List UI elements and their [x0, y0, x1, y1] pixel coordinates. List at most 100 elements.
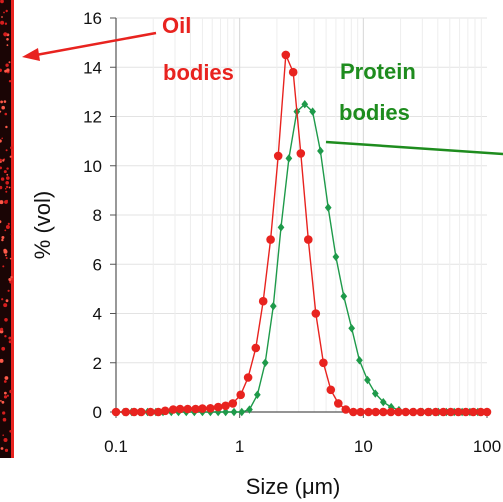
protein-bodies-point — [238, 407, 246, 417]
micrograph-speckle — [0, 447, 4, 450]
protein-bodies-annotation: Protein bodies — [325, 59, 503, 156]
oil-bodies-point — [394, 407, 403, 417]
micrograph-speckle — [1, 298, 4, 301]
oil-bodies-point — [401, 407, 411, 417]
micrograph-speckle — [6, 176, 10, 180]
oil-bodies-point — [121, 407, 131, 417]
micrograph-speckle — [3, 170, 7, 174]
micrograph-speckle — [2, 417, 7, 422]
oil-bodies-point — [288, 67, 298, 77]
y-axis-title: % (vol) — [30, 191, 55, 259]
protein-bodies-point — [348, 324, 356, 333]
micrograph-speckle — [1, 400, 5, 404]
micrograph-speckle — [6, 167, 9, 170]
oil-bodies-point — [281, 50, 291, 60]
x-tick-label: 1 — [235, 437, 244, 456]
micrograph-speckle — [0, 220, 2, 224]
micrograph-speckle — [0, 68, 2, 72]
micrograph-speckle — [3, 438, 8, 442]
y-tick-label: 2 — [93, 354, 102, 373]
protein-bodies-point — [379, 397, 387, 407]
oil-bodies-point — [251, 343, 261, 353]
oil-bodies-point — [364, 407, 373, 417]
oil-bodies-point — [476, 407, 486, 417]
micrograph-speckle — [6, 173, 9, 176]
oil-bodies-point — [168, 405, 178, 414]
y-tick-label: 10 — [83, 157, 102, 176]
oil-label-line2: bodies — [163, 60, 234, 85]
protein-bodies-point — [340, 292, 348, 301]
micrograph-speckle — [8, 336, 12, 340]
micrograph-speckle — [4, 69, 7, 73]
oil-bodies-point — [431, 407, 441, 417]
y-tick-label: 8 — [93, 206, 102, 225]
micrograph-speckle — [9, 389, 13, 394]
micrograph-speckle — [8, 186, 11, 189]
protein-bodies-point — [324, 203, 332, 212]
micrograph-speckle — [3, 303, 8, 308]
micrograph-speckle — [5, 185, 9, 189]
micrograph-speckle — [3, 11, 5, 14]
micrograph-speckle — [2, 411, 6, 415]
micrograph-speckle — [1, 346, 6, 351]
micrograph-strip — [0, 0, 14, 458]
oil-bodies-point — [334, 399, 343, 408]
protein-bodies-series — [112, 99, 491, 417]
x-tick-label: 100 — [473, 437, 501, 456]
micrograph-speckle — [8, 340, 12, 344]
protein-bodies-point — [332, 252, 340, 262]
micrograph-speckle — [6, 44, 9, 47]
micrograph-speckle — [4, 22, 8, 25]
micrograph-speckle — [5, 190, 8, 193]
micrograph-speckle — [4, 376, 9, 380]
protein-bodies-point — [246, 405, 253, 414]
oil-bodies-series — [111, 50, 492, 417]
x-tick-labels: 0.1 1 10 100 — [104, 412, 501, 456]
micrograph-speckle — [4, 335, 7, 338]
oil-bodies-point — [183, 404, 192, 414]
micrograph-speckle — [9, 430, 12, 433]
y-tick-label: 12 — [83, 108, 102, 127]
y-tick-label: 4 — [93, 305, 102, 324]
micrograph-speckle — [0, 139, 2, 143]
micrograph-speckle — [5, 257, 8, 259]
micrograph-speckle — [8, 80, 12, 83]
micrograph-speckle — [5, 299, 9, 303]
micrograph-speckle — [4, 112, 8, 116]
protein-arrow-line — [325, 140, 503, 156]
oil-bodies-point — [469, 407, 478, 417]
micrograph-speckle — [0, 166, 2, 170]
oil-bodies-point — [221, 401, 230, 411]
micrograph-speckle — [0, 110, 2, 113]
oil-bodies-point — [311, 309, 321, 318]
oil-bodies-point — [273, 151, 283, 161]
protein-bodies-point — [269, 301, 277, 311]
x-axis-title: Size (μm) — [246, 474, 341, 499]
micrograph-speckle — [9, 155, 12, 158]
micrograph-speckle — [1, 137, 3, 140]
protein-label-line2: bodies — [339, 100, 410, 125]
protein-bodies-point — [309, 107, 316, 116]
micrograph-speckle — [0, 200, 4, 205]
micrograph-speckle — [0, 358, 4, 363]
oil-bodies-point — [236, 390, 245, 400]
micrograph-speckle — [4, 200, 8, 204]
protein-bodies-point — [214, 407, 222, 417]
micrograph-speckle — [0, 20, 5, 25]
micrograph-speckle — [1, 16, 3, 18]
oil-bodies-point — [111, 407, 121, 417]
micrograph-speckle — [5, 181, 9, 185]
micrograph-speckle — [4, 229, 7, 232]
protein-bodies-point — [230, 407, 238, 417]
oil-bodies-point — [146, 407, 155, 417]
protein-bodies-point — [317, 146, 324, 156]
oil-bodies-point — [424, 407, 433, 417]
protein-bodies-point — [371, 389, 379, 398]
y-tick-label: 16 — [83, 9, 102, 28]
micrograph-speckle — [4, 187, 7, 190]
micrograph-speckle — [1, 105, 5, 110]
micrograph-speckle — [0, 185, 3, 190]
micrograph-speckle — [3, 32, 8, 37]
series-layer — [111, 50, 492, 417]
protein-bodies-point — [364, 375, 371, 385]
